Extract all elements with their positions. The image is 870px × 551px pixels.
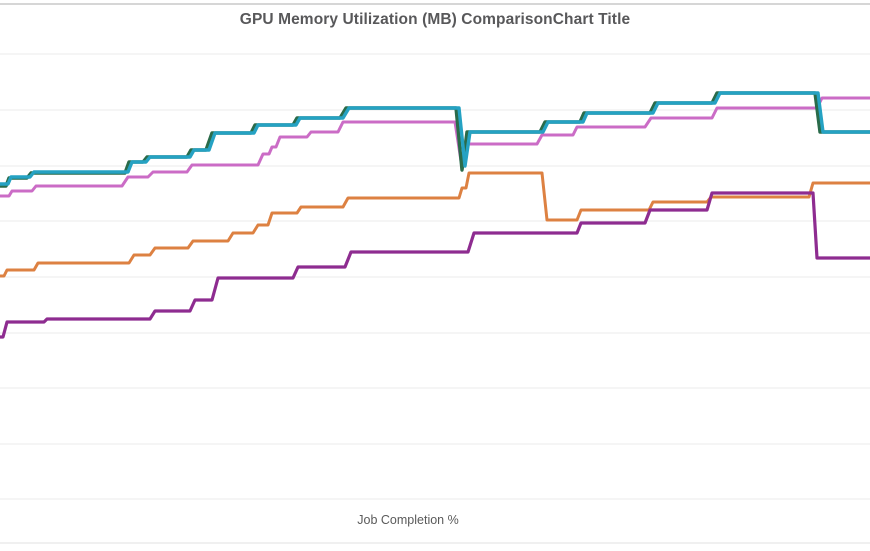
x-axis-label: Job Completion %: [357, 513, 459, 527]
series-purple-line: [0, 191, 870, 339]
series-orange-line: [0, 171, 870, 278]
chart-title: GPU Memory Utilization (MB) ComparisonCh…: [239, 11, 631, 28]
series-pink-line: [0, 96, 870, 198]
series-teal-line: [0, 91, 870, 186]
series-green-line: [0, 91, 870, 188]
